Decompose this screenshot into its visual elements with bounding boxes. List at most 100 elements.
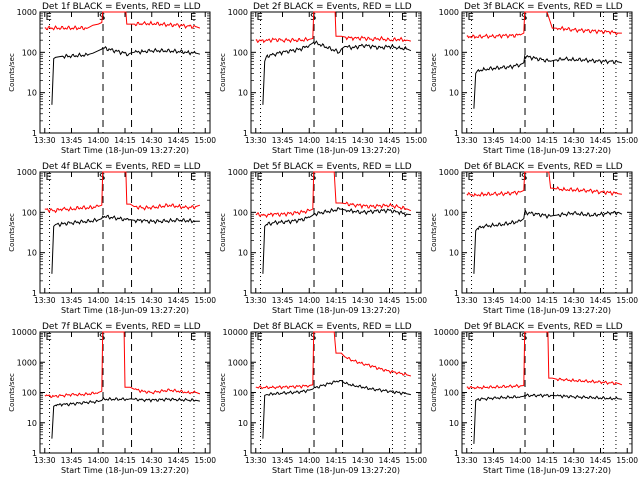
events-series-line [262, 207, 411, 274]
x-tick-label: 13:45 [61, 296, 83, 305]
x-axis-label: Start Time (18-Jun-09 13:27:20) [61, 306, 189, 315]
x-axis-label: Start Time (18-Jun-09 13:27:20) [272, 306, 400, 315]
events-series-line [473, 54, 623, 109]
panel-title: Det 1f BLACK = Events, RED = LLD [42, 2, 201, 12]
x-tick-label: 14:45 [590, 456, 612, 465]
y-axis-label: Counts/sec [8, 53, 16, 92]
x-tick-label: 14:45 [168, 136, 190, 145]
y-tick-label: 1000 [228, 168, 248, 177]
panel-title: Det 5f BLACK = Events, RED = LLD [253, 162, 412, 172]
x-tick-label: 14:30 [141, 136, 163, 145]
x-tick-label: 13:30 [245, 296, 267, 305]
x-axis-label: Start Time (18-Jun-09 13:27:20) [272, 146, 400, 155]
panel-title: Det 8f BLACK = Events, RED = LLD [253, 322, 412, 332]
y-tick-label: 100 [22, 48, 37, 57]
x-tick-label: 14:30 [563, 296, 585, 305]
x-tick-label: 14:15 [536, 456, 558, 465]
marker-label: E [190, 12, 196, 23]
y-tick-label: 1000 [228, 358, 248, 367]
marker-label: E [468, 332, 474, 343]
x-tick-label: 13:30 [456, 296, 478, 305]
y-tick-label: 10 [449, 89, 459, 98]
x-tick-label: 14:00 [509, 296, 531, 305]
marker-label: E [46, 172, 52, 183]
y-tick-label: 10 [449, 419, 459, 428]
y-axis-label: Counts/sec [8, 213, 16, 252]
x-tick-label: 15:00 [194, 456, 216, 465]
y-tick-label: 10000 [223, 328, 248, 337]
y-tick-label: 100 [22, 208, 37, 217]
events-series-line [473, 393, 622, 444]
panel-6: Det 6f BLACK = Events, RED = LLD 1 10 100 10… [430, 162, 638, 315]
plot-frame [461, 11, 633, 134]
x-tick-label: 14:00 [298, 136, 320, 145]
y-tick-label: 10 [238, 419, 248, 428]
x-axis-label: Start Time (18-Jun-09 13:27:20) [61, 146, 189, 155]
x-tick-label: 14:30 [141, 296, 163, 305]
x-tick-label: 14:30 [141, 456, 163, 465]
x-tick-label: 13:45 [272, 136, 294, 145]
events-series-line [473, 209, 623, 274]
marker-label: E [46, 12, 52, 23]
panel-title: Det 3f BLACK = Events, RED = LLD [464, 2, 623, 12]
y-tick-label: 1000 [439, 8, 459, 17]
y-tick-label: 100 [22, 389, 37, 398]
y-tick-label: 10 [27, 89, 37, 98]
plot-frame [250, 171, 422, 294]
y-tick-label: 1000 [439, 168, 459, 177]
marker-label: E [468, 12, 474, 23]
events-series-line [262, 380, 411, 439]
lld-series-line [255, 331, 412, 390]
y-tick-label: 1 [32, 129, 37, 138]
y-tick-label: 100 [444, 208, 459, 217]
x-axis-label: Start Time (18-Jun-09 13:27:20) [483, 306, 611, 315]
y-tick-label: 10 [238, 249, 248, 258]
y-axis-label: Counts/sec [430, 213, 438, 252]
y-tick-label: 1 [243, 449, 248, 458]
x-tick-label: 15:00 [405, 136, 427, 145]
marker-label: E [401, 332, 407, 343]
x-tick-label: 14:45 [379, 296, 401, 305]
y-axis-label: Counts/sec [8, 373, 16, 412]
x-tick-label: 13:30 [245, 136, 267, 145]
lld-series-line [255, 171, 412, 219]
x-tick-label: 13:30 [456, 136, 478, 145]
x-tick-label: 14:15 [536, 296, 558, 305]
y-axis-label: Counts/sec [219, 53, 227, 92]
x-tick-label: 14:30 [352, 456, 374, 465]
x-tick-label: 14:45 [379, 136, 401, 145]
y-tick-label: 1000 [17, 168, 37, 177]
x-tick-label: 14:00 [87, 136, 109, 145]
x-tick-label: 13:45 [61, 456, 83, 465]
x-tick-label: 14:30 [352, 136, 374, 145]
x-axis-label: Start Time (18-Jun-09 13:27:20) [272, 466, 400, 475]
x-tick-label: 15:00 [194, 296, 216, 305]
plot-frame [461, 331, 633, 454]
y-tick-label: 100 [233, 389, 248, 398]
plot-frame [39, 11, 211, 134]
y-tick-label: 1000 [439, 358, 459, 367]
x-tick-label: 13:45 [483, 136, 505, 145]
panel-4: Det 4f BLACK = Events, RED = LLD 1 10 100 10… [8, 162, 216, 315]
y-tick-label: 100 [444, 48, 459, 57]
y-tick-label: 1000 [17, 8, 37, 17]
marker-label: E [257, 172, 263, 183]
y-tick-label: 10 [238, 89, 248, 98]
y-tick-label: 1 [454, 129, 459, 138]
x-tick-label: 14:30 [563, 456, 585, 465]
lld-series-line [255, 11, 412, 44]
y-tick-label: 100 [233, 48, 248, 57]
x-tick-label: 14:15 [536, 136, 558, 145]
y-tick-label: 1 [243, 129, 248, 138]
panel-title: Det 9f BLACK = Events, RED = LLD [464, 322, 623, 332]
y-tick-label: 1 [243, 289, 248, 298]
x-tick-label: 15:00 [616, 456, 638, 465]
panel-1: Det 1f BLACK = Events, RED = LLD 1 10 100 10… [8, 2, 216, 155]
marker-label: E [46, 332, 52, 343]
panel-9: Det 9f BLACK = Events, RED = LLD 1 10 100 10… [430, 322, 638, 475]
lld-series-line [466, 171, 622, 197]
y-tick-label: 10000 [434, 328, 459, 337]
x-tick-label: 14:45 [168, 456, 190, 465]
